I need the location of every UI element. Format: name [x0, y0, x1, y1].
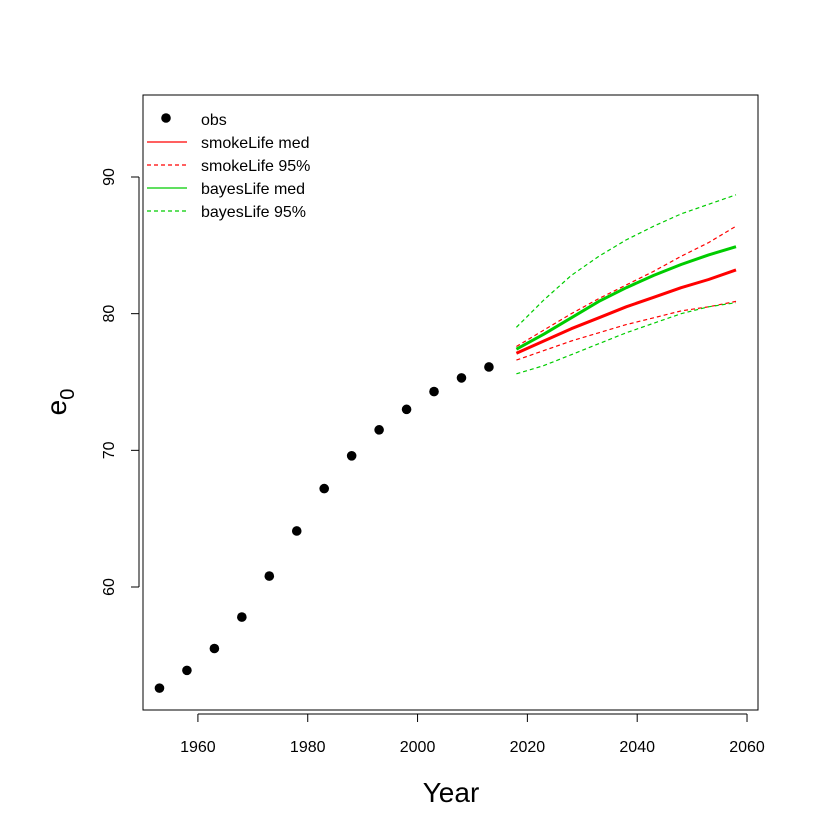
series-line-smokelife-95 [516, 300, 737, 361]
obs-point [456, 373, 467, 383]
series-line-bayeslife-med [515, 245, 737, 351]
y-tick-label: 70 [101, 441, 118, 459]
series-line-smokelife-med [515, 268, 737, 355]
obs-point [319, 483, 330, 494]
y-tick-label: 80 [101, 305, 118, 323]
legend-label: smokeLife 95% [201, 158, 310, 175]
legend-label: smokeLife med [201, 135, 310, 152]
x-tick-label: 2020 [510, 739, 546, 756]
obs-point [484, 362, 494, 372]
y-axis-title: e0 [41, 389, 79, 416]
obs-point [401, 404, 412, 415]
points-layer [154, 362, 494, 693]
plot-frame-layer [142, 94, 759, 711]
y-tick-label: 60 [101, 578, 118, 596]
y-axis-title-main: e [41, 400, 72, 416]
x-tick-label: 1980 [290, 739, 326, 756]
obs-point [237, 612, 247, 622]
legend: obs smokeLife med smokeLife 95% bayesLife m… [147, 112, 310, 221]
legend-symbol-obs [161, 113, 171, 123]
y-tick-label: 90 [101, 168, 118, 186]
series-line-bayeslife-95-upper [515, 194, 737, 328]
x-tick-label: 2040 [619, 739, 655, 756]
x-tick-label: 1960 [180, 739, 216, 756]
legend-label: bayesLife 95% [201, 204, 306, 221]
series-layer [515, 194, 737, 375]
x-tick-label: 2000 [400, 739, 436, 756]
obs-point [209, 643, 220, 654]
obs-point [346, 451, 357, 461]
obs-point [374, 425, 384, 435]
legend-label: bayesLife med [201, 181, 305, 198]
series-line-bayeslife-95 [516, 302, 737, 375]
obs-point [154, 683, 165, 693]
legend-label: obs [201, 112, 227, 129]
axes-layer: 1960 1980 2000 2020 2040 2060 60 70 80 90 [101, 168, 765, 756]
obs-point [291, 526, 302, 536]
y-axis-title-sub: 0 [57, 389, 79, 400]
obs-point [264, 571, 275, 581]
obs-point [182, 665, 192, 676]
series-line-smokelife-95-upper [516, 225, 737, 348]
x-axis-title: Year [423, 777, 480, 808]
plot-frame [142, 94, 759, 711]
obs-point [429, 386, 439, 397]
x-tick-label: 2060 [729, 739, 765, 756]
